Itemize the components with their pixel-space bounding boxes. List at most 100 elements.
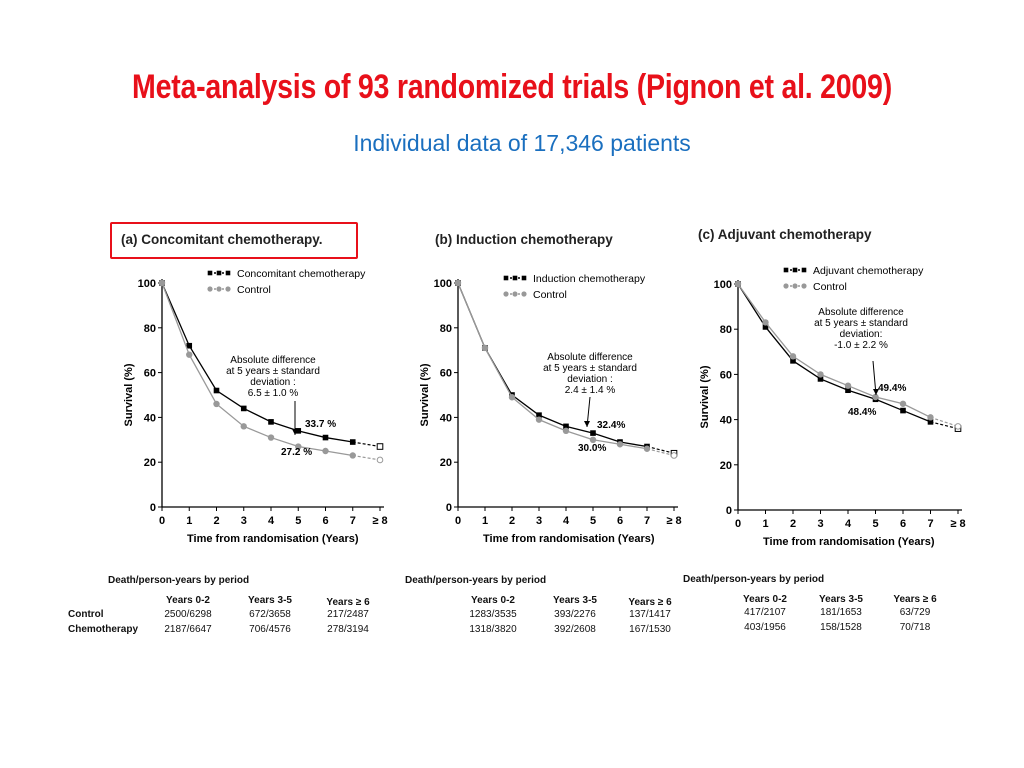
annotation-line: Absolute difference <box>818 307 904 318</box>
x-tick-label: 7 <box>644 515 650 527</box>
table-heading: Death/person-years by period <box>108 575 250 586</box>
y-tick-label: 100 <box>714 279 732 291</box>
table-cell: 181/1653 <box>820 607 862 618</box>
deaths-table-concomitant: Death/person-years by period Years 0-2 Y… <box>68 575 398 645</box>
table-heading: Death/person-years by period <box>683 574 825 585</box>
panel-title: (b) Induction chemotherapy <box>435 232 613 247</box>
legend-marker <box>521 291 527 297</box>
chemo-series-line <box>161 282 353 443</box>
chemo-point <box>817 376 824 382</box>
col-header: Years 0-2 <box>166 595 210 606</box>
table-cell: 403/1956 <box>744 622 786 633</box>
control-point <box>349 452 356 459</box>
chemo-point <box>295 428 302 434</box>
control-5yr-label: 30.0% <box>578 443 606 454</box>
arrow-head <box>292 429 298 435</box>
table-cell: 158/1528 <box>820 622 862 633</box>
control-point <box>844 382 852 389</box>
x-tick-label: 3 <box>241 515 247 527</box>
highlight-box <box>110 222 358 259</box>
x-tick-label: 4 <box>563 515 570 527</box>
y-tick-label: 20 <box>440 457 452 469</box>
control-series-line <box>457 282 648 450</box>
chemo-point <box>376 443 384 450</box>
chemo-point <box>563 423 569 430</box>
table-cell: 70/718 <box>899 622 931 633</box>
control-point <box>454 279 462 287</box>
x-tick-label: 6 <box>322 515 328 527</box>
y-tick-label: 80 <box>144 323 156 335</box>
x-tick-label: 6 <box>617 515 623 527</box>
y-axis-label: Survival (%) <box>699 365 711 428</box>
x-axis-label: Time from randomisation (Years) <box>763 536 935 548</box>
legend-marker <box>207 270 213 276</box>
table-cell: 217/2487 <box>327 609 369 620</box>
chemo-point <box>590 430 596 436</box>
chemo-5yr-label: 48.4% <box>848 407 876 418</box>
y-tick-label: 40 <box>720 415 732 427</box>
chemo-point <box>536 412 542 418</box>
chemo-point <box>268 419 274 425</box>
annotation-line: -1.0 ± 2.2 % <box>834 340 888 351</box>
legend-marker <box>503 275 509 281</box>
arrow-head <box>873 389 879 395</box>
control-point <box>643 445 651 452</box>
deaths-table-adjuvant: Death/person-years by period Years 0-2 Y… <box>683 574 973 644</box>
row-label-chemotherapy: Chemotherapy <box>68 624 139 635</box>
col-header: Years ≥ 6 <box>326 597 370 608</box>
table-cell: 672/3658 <box>249 609 291 620</box>
legend-label-chemotherapy: Adjuvant chemotherapy <box>813 265 924 277</box>
panel-title: (a) Concomitant chemotherapy. <box>121 232 323 247</box>
chemo-point <box>845 387 851 394</box>
x-tick-label: 7 <box>927 518 933 530</box>
table-cell: 1283/3535 <box>469 609 517 620</box>
y-tick-label: 80 <box>720 324 732 336</box>
x-axis-label: Time from randomisation (Years) <box>187 533 359 545</box>
x-tick-label: 4 <box>268 515 275 527</box>
table-cell: 706/4576 <box>249 624 291 635</box>
y-tick-label: 60 <box>144 368 156 380</box>
control-point <box>267 434 275 441</box>
control-point <box>481 344 489 352</box>
y-tick-label: 20 <box>720 460 732 472</box>
y-tick-label: 0 <box>150 502 156 514</box>
table-cell: 167/1530 <box>629 624 671 635</box>
x-tick-label: 2 <box>790 518 796 530</box>
survival-chart-induction: 0 20 40 60 80 100 0 1 2 3 4 5 6 7 ≥ 8 Time from randomi… <box>419 273 682 545</box>
chemo-point <box>186 342 193 349</box>
x-tick-label: 0 <box>455 515 461 527</box>
legend-marker <box>783 267 789 273</box>
table-cell: 393/2276 <box>554 609 596 620</box>
col-header: Years 0-2 <box>743 594 787 605</box>
control-point <box>535 416 543 423</box>
col-header: Years 0-2 <box>471 595 515 606</box>
control-series-line <box>161 282 353 457</box>
legend-marker <box>512 275 518 281</box>
x-tick-label: 7 <box>350 515 356 527</box>
y-tick-label: 60 <box>440 368 452 380</box>
x-axis-label: Time from randomisation (Years) <box>483 533 655 545</box>
table-cell: 137/1417 <box>629 609 671 620</box>
x-tick-label: ≥ 8 <box>950 518 965 530</box>
x-tick-label: 1 <box>186 515 192 527</box>
x-tick-label: 0 <box>735 518 741 530</box>
survival-chart-concomitant: 0 20 40 60 80 100 0 1 2 3 4 5 6 7 ≥ 8 Time from randomi… <box>123 268 388 545</box>
control-point <box>562 427 570 435</box>
arrow-head <box>584 421 590 427</box>
y-tick-label: 0 <box>726 505 732 517</box>
control-point <box>789 353 797 360</box>
chemo-point <box>762 324 769 330</box>
legend-marker <box>207 286 213 292</box>
table-cell: 1318/3820 <box>469 624 517 635</box>
annotation-line: at 5 years ± standard <box>814 318 908 329</box>
table-cell: 417/2107 <box>744 607 786 618</box>
control-point <box>734 280 742 288</box>
y-axis-label: Survival (%) <box>123 363 135 426</box>
chemo-point <box>213 387 220 394</box>
control-point <box>186 351 193 358</box>
col-header: Years ≥ 6 <box>628 597 672 608</box>
y-axis-label: Survival (%) <box>419 363 431 426</box>
chemo-5yr-label: 33.7 % <box>305 419 336 430</box>
legend-marker <box>801 267 807 273</box>
control-point <box>213 400 220 408</box>
